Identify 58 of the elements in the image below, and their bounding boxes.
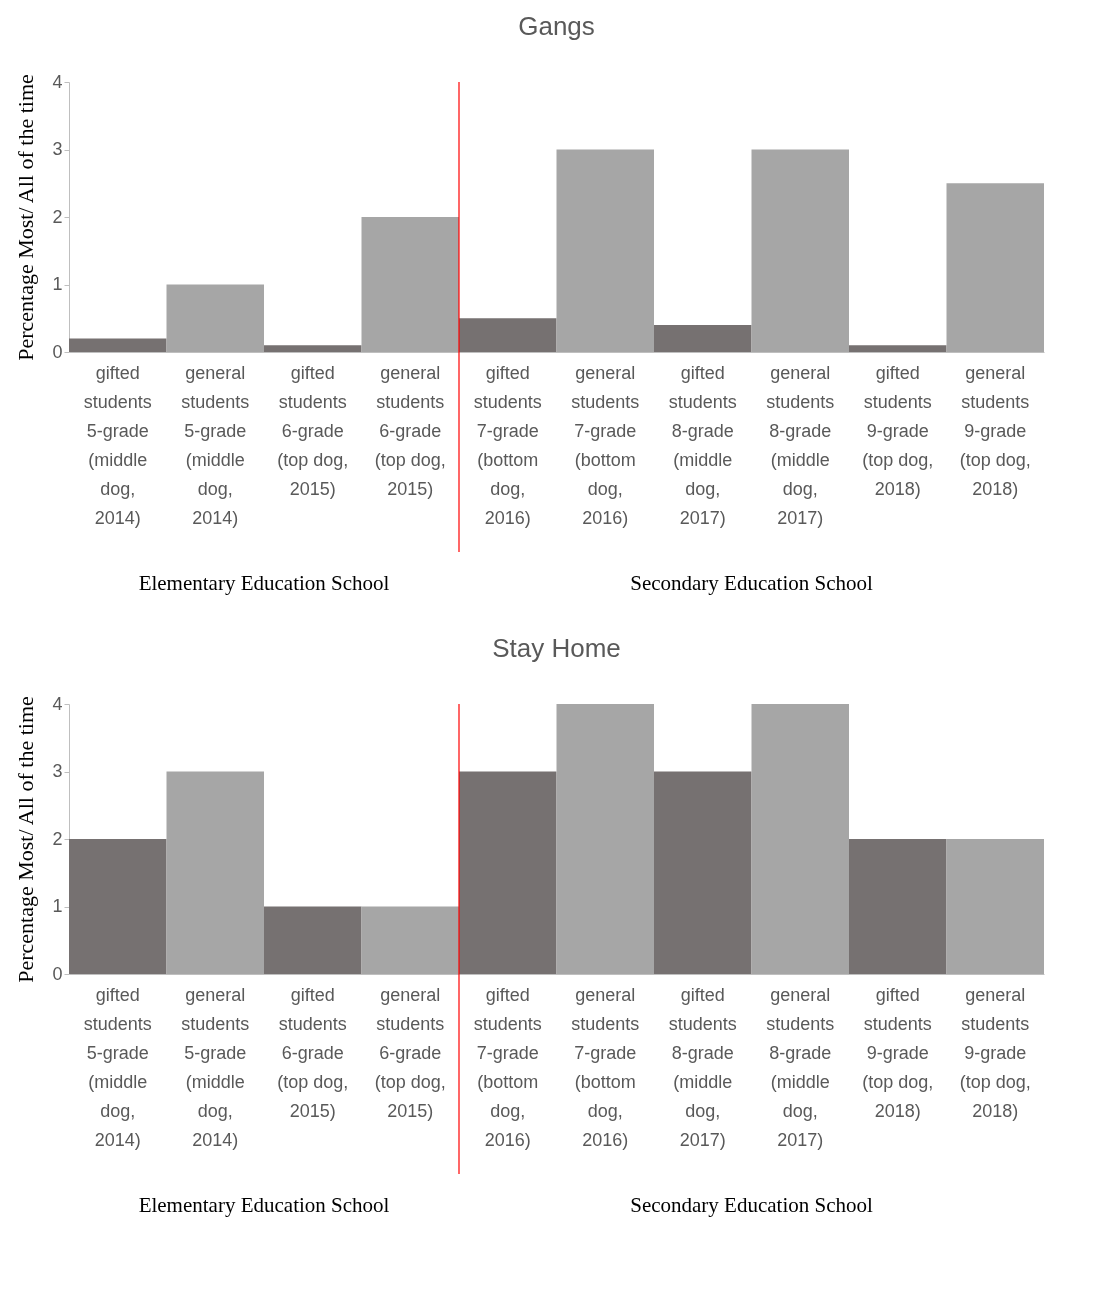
bar	[361, 906, 459, 974]
bar	[459, 771, 557, 974]
bar	[946, 839, 1044, 974]
bar	[654, 771, 752, 974]
bar	[849, 839, 947, 974]
y-tick-label: 2	[52, 828, 63, 849]
y-tick-label: 0	[52, 341, 63, 362]
x-tick-label: gifted students 7-grade (bottom dog, 2016)	[473, 362, 542, 528]
x-tick-label: gifted students 6-grade (top dog, 2015)	[277, 362, 349, 499]
y-tick-label: 4	[52, 693, 63, 714]
y-tick-label: 2	[52, 206, 63, 227]
y-tick-label: 3	[52, 761, 63, 781]
x-tick-label: general students 9-grade (top dog, 2018)	[959, 362, 1031, 499]
bar	[654, 325, 752, 352]
text: Secondary Education School	[630, 571, 873, 595]
text: Elementary Education School	[138, 571, 390, 595]
x-tick-label: gifted students 8-grade (middle dog, 2017)	[668, 362, 737, 528]
bar	[69, 338, 167, 352]
x-tick-label: general students 7-grade (bottom dog, 2016)	[571, 362, 640, 528]
chart-title: Stay Home	[492, 633, 621, 664]
x-tick-label: gifted students 8-grade (middle dog, 2017)	[668, 984, 737, 1150]
bar	[166, 284, 264, 352]
bar	[264, 345, 362, 352]
x-tick-label: gifted students 9-grade (top dog, 2018)	[862, 362, 934, 499]
x-tick-label: general students 7-grade (bottom dog, 2016)	[571, 984, 640, 1150]
x-tick-label: general students 8-grade (middle dog, 2017)	[766, 362, 835, 528]
bar	[166, 771, 264, 974]
y-axis-title: Percentage Most/ All of the time	[13, 74, 39, 361]
text: Elementary Education School	[138, 1193, 390, 1217]
y-tick-label: 1	[52, 896, 63, 916]
bar	[264, 906, 362, 974]
bar	[751, 704, 849, 974]
y-tick-label: 0	[52, 963, 63, 984]
bar	[69, 839, 167, 974]
x-tick-label: gifted students 9-grade (top dog, 2018)	[862, 984, 934, 1121]
bar	[459, 318, 557, 352]
bar	[849, 345, 947, 352]
x-tick-label: general students 6-grade (top dog, 2015)	[374, 984, 446, 1121]
x-tick-label: general students 8-grade (middle dog, 2017)	[766, 984, 835, 1150]
x-tick-label: gifted students 7-grade (bottom dog, 2016)	[473, 984, 542, 1150]
bar	[556, 149, 654, 352]
chart-title: Gangs	[518, 11, 595, 42]
x-tick-label: gifted students 5-grade (middle dog, 2014)	[83, 984, 152, 1150]
y-tick-label: 3	[52, 139, 63, 159]
y-tick-label: 4	[52, 71, 63, 92]
bar	[946, 183, 1044, 352]
bar	[361, 217, 459, 352]
x-tick-label: general students 5-grade (middle dog, 2014)	[181, 362, 250, 528]
x-tick-label: gifted students 5-grade (middle dog, 2014)	[83, 362, 152, 528]
x-tick-label: gifted students 6-grade (top dog, 2015)	[277, 984, 349, 1121]
x-tick-label: general students 6-grade (top dog, 2015)	[374, 362, 446, 499]
y-axis-title: Percentage Most/ All of the time	[13, 696, 39, 983]
bar	[751, 149, 849, 352]
y-tick-label: 1	[52, 274, 63, 294]
x-tick-label: general students 9-grade (top dog, 2018)	[959, 984, 1031, 1121]
text: Secondary Education School	[630, 1193, 873, 1217]
x-tick-label: general students 5-grade (middle dog, 2014)	[181, 984, 250, 1150]
bar	[556, 704, 654, 974]
